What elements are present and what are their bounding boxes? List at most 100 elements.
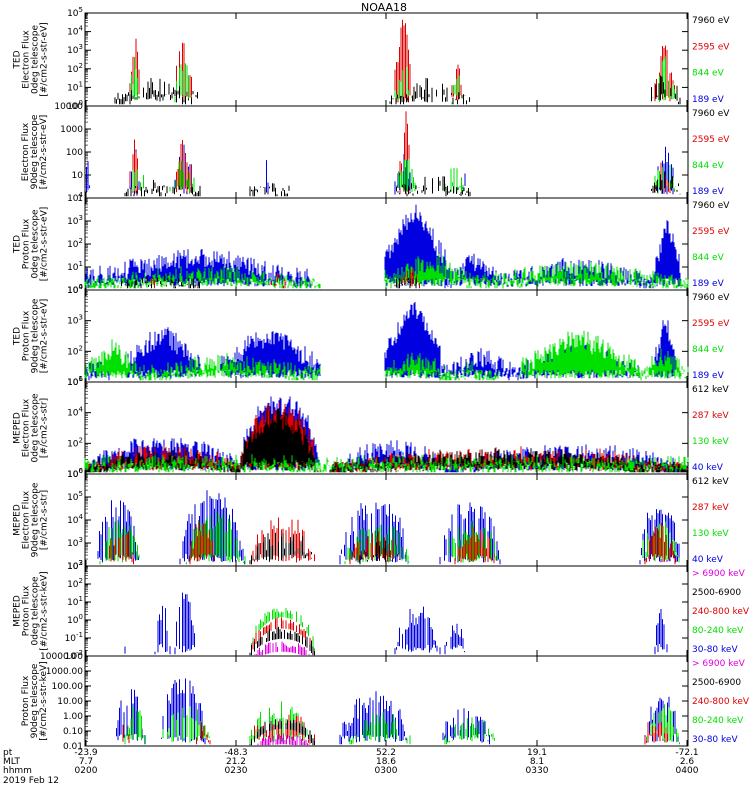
legend-entry: 612 keV	[692, 385, 729, 395]
legend-entry: 2500-6900	[692, 678, 741, 688]
legend-entry: 189 eV	[692, 95, 725, 105]
data-traces	[116, 678, 680, 746]
x-tick-hhmm: 0300	[375, 766, 398, 776]
y-axis-label: MEPEDElectron Flux0deg telescope[#/cm2-s…	[13, 393, 50, 463]
y-tick-label: 105	[67, 490, 83, 503]
x-tick-mlt: 2.6	[680, 757, 695, 767]
y-tick-label: 10000.00	[40, 652, 83, 662]
date-label: 2019 Feb 12	[3, 776, 59, 786]
y-axis-label: TEDElectron Flux0deg telescope[#/cm2-s-s…	[13, 22, 50, 97]
data-traces	[84, 396, 689, 473]
y-axis-label: MEPEDElectron Flux90deg telescope[#/cm2-…	[13, 482, 50, 557]
y-tick-label: 103	[67, 536, 83, 549]
y-tick-label: 1	[77, 194, 83, 204]
legend-entry: 844 eV	[692, 253, 725, 263]
x-row-label-hhmm: hhmm	[3, 766, 32, 776]
y-tick-label: 0.01	[63, 742, 83, 752]
panel-8: 0.01 0.10 1.00 10.00 100.00 1000.00 10000.00Pr…	[21, 652, 750, 752]
x-row-label-pt: pt	[3, 748, 13, 758]
y-tick-label: 104	[67, 406, 83, 419]
trace-black	[114, 75, 681, 105]
data-traces	[97, 490, 680, 565]
y-axis-label: Electron Flux90deg telescope[#/cm2-s-str…	[21, 114, 49, 189]
legend-entry: 40 keV	[692, 463, 724, 473]
y-tick-label: 1000.00	[46, 667, 83, 677]
y-tick-label: 10000	[54, 102, 83, 112]
trace-black	[249, 532, 392, 565]
legend-entry: 844 eV	[692, 161, 725, 171]
trace-black	[249, 626, 315, 656]
x-tick-mlt: 8.1	[530, 757, 544, 767]
legend-entry: 7960 eV	[692, 293, 730, 303]
data-traces	[84, 111, 681, 197]
y-tick-label: 100	[67, 467, 83, 480]
y-tick-label: 103	[67, 43, 83, 56]
y-tick-label: 0.10	[63, 727, 83, 737]
y-tick-label: 1000	[60, 125, 83, 135]
data-traces	[124, 592, 668, 656]
y-tick-label: 100	[67, 99, 83, 112]
y-tick-label: 103	[67, 559, 83, 572]
x-tick-hhmm: 0400	[676, 766, 699, 776]
trace-black	[249, 719, 315, 746]
panel-frame	[84, 565, 689, 657]
y-tick-label: 101	[67, 595, 83, 608]
y-tick-label: 101	[67, 260, 83, 273]
trace-black	[124, 171, 681, 197]
x-tick-hhmm: 0200	[75, 766, 98, 776]
legend-entry: 40 keV	[692, 555, 724, 565]
panel-5: 100 102 104 106 MEPEDElectron Flux0deg teles…	[13, 375, 730, 480]
y-tick-label: 1.00	[63, 712, 83, 722]
trace-green	[131, 158, 675, 195]
y-tick-label: 102	[67, 344, 83, 357]
x-tick-pt: -72.1	[675, 748, 698, 758]
legend-entry: 612 keV	[692, 477, 729, 487]
y-tick-label: 100	[67, 613, 83, 626]
y-tick-label: 104	[67, 25, 83, 38]
y-tick-label: 100.00	[52, 682, 84, 692]
trace-red	[109, 517, 676, 565]
legend-entry: 844 eV	[692, 69, 725, 79]
x-tick-hhmm: 0330	[526, 766, 549, 776]
y-tick-label: 100	[67, 283, 83, 296]
y-tick-label: 102	[67, 436, 83, 449]
legend-entry: 287 keV	[692, 503, 729, 513]
trace-green	[84, 330, 689, 381]
y-tick-label: 102	[67, 577, 83, 590]
y-tick-label: 106	[67, 375, 83, 388]
y-tick-label: 104	[67, 283, 83, 296]
legend-entry: 7960 eV	[692, 16, 730, 26]
x-tick-pt: -23.9	[74, 748, 98, 758]
legend-entry: 189 eV	[692, 279, 725, 289]
y-tick-label: 100	[66, 148, 83, 158]
x-tick-hhmm: 0230	[225, 766, 248, 776]
trace-magenta	[254, 641, 310, 656]
x-tick-mlt: 21.2	[226, 757, 246, 767]
y-axis-label: TEDProton Flux0deg telescope[#/cm2-s-str…	[13, 207, 50, 282]
legend-entry: > 6900 keV	[692, 569, 746, 579]
trace-green	[84, 454, 689, 473]
legend-entry: 2595 eV	[692, 319, 730, 329]
y-tick-label: 104	[67, 513, 83, 526]
x-row-label-mlt: MLT	[3, 757, 21, 767]
panel-2: 1 10 100 1000 10000 Electron Flux90deg telesc…	[21, 102, 730, 204]
y-tick-label: 10	[72, 171, 84, 181]
panel-3: 100 101 102 103 104 TEDProton Flux0deg telesc…	[13, 191, 731, 296]
trace-green	[124, 701, 680, 745]
y-tick-label: 102	[67, 62, 83, 75]
legend-entry: 130 keV	[692, 437, 729, 447]
legend-entry: 30-80 keV	[692, 735, 738, 745]
legend-entry: 2595 eV	[692, 135, 730, 145]
legend-entry: 287 keV	[692, 411, 729, 421]
legend-entry: 2595 eV	[692, 227, 730, 237]
legend-entry: 240-800 keV	[692, 697, 750, 707]
y-tick-label: 105	[67, 6, 83, 19]
trace-green	[84, 254, 689, 289]
data-traces	[114, 19, 681, 105]
trace-magenta	[257, 733, 310, 746]
